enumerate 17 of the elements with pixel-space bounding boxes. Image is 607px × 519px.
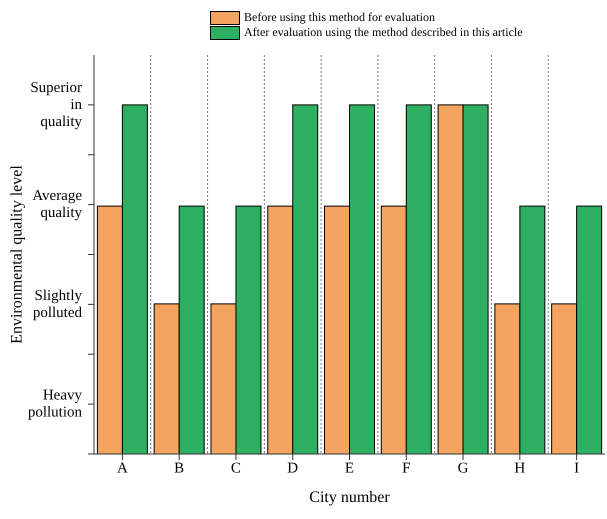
x-tick-label: C: [230, 460, 241, 477]
legend-label: Before using this method for evaluation: [244, 10, 435, 25]
text: Heavy pollution: [28, 388, 82, 421]
y-axis-title: Environmental quality level: [8, 164, 26, 344]
text: Average quality: [32, 188, 82, 222]
x-tick-label: F: [402, 460, 410, 477]
x-axis-title: City number: [309, 489, 390, 506]
x-tick-label: H: [514, 460, 526, 477]
x-tick-label: E: [344, 460, 354, 477]
legend-label: After evaluation using the method described in this article: [244, 25, 523, 40]
text: Superior in quality: [30, 80, 82, 130]
x-tick-label: B: [174, 460, 184, 477]
text: Slightly polluted: [32, 288, 82, 321]
x-tick-label: D: [287, 460, 298, 477]
x-tick-label: I: [574, 460, 580, 477]
x-tick-label: G: [458, 460, 469, 477]
x-tick-label: A: [116, 460, 128, 477]
